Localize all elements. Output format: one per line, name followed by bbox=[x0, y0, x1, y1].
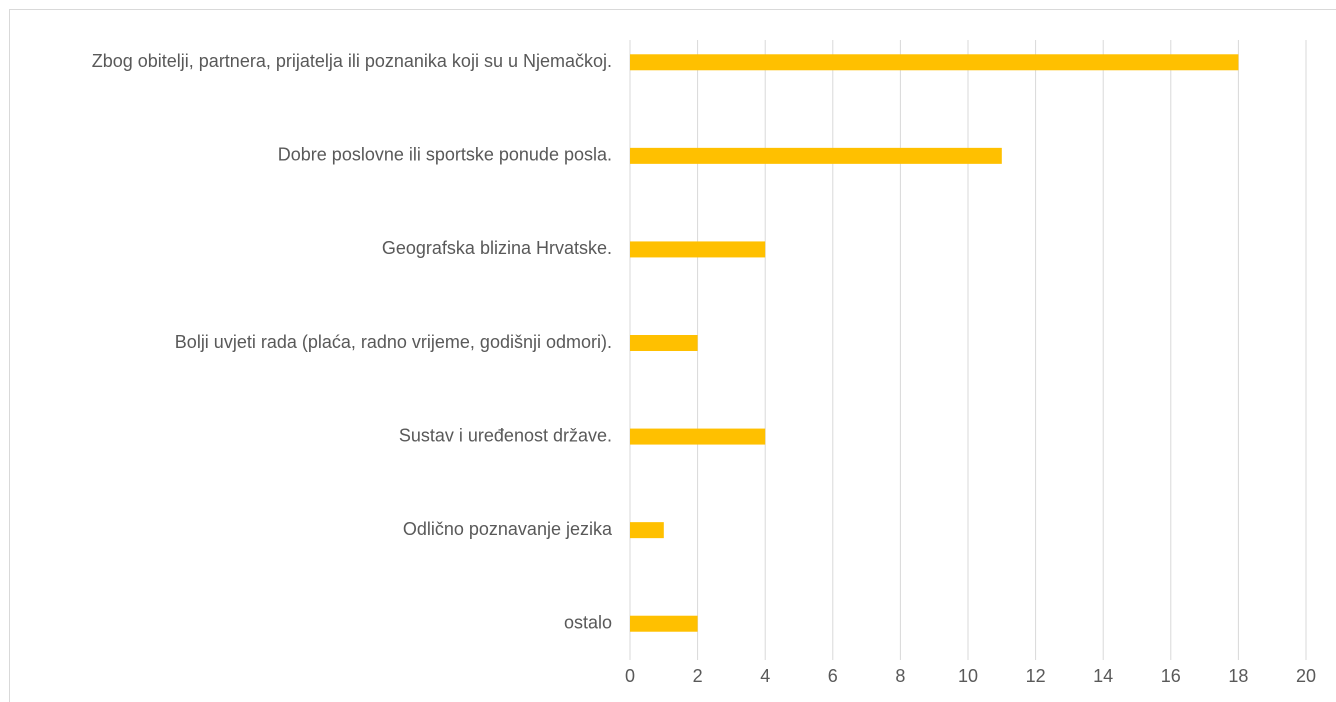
y-tick-label: Dobre poslovne ili sportske ponude posla… bbox=[278, 145, 612, 165]
y-tick-label: Zbog obitelji, partnera, prijatelja ili … bbox=[92, 51, 612, 71]
x-tick-label: 0 bbox=[625, 666, 635, 686]
x-tick-label: 16 bbox=[1161, 666, 1181, 686]
x-tick-label: 20 bbox=[1296, 666, 1316, 686]
chart-border bbox=[9, 9, 1336, 702]
bar bbox=[630, 147, 1002, 164]
x-tick-label: 8 bbox=[895, 666, 905, 686]
bar bbox=[630, 335, 698, 351]
x-tick-label: 4 bbox=[760, 666, 770, 686]
x-tick-label: 14 bbox=[1093, 666, 1113, 686]
x-tick-label: 18 bbox=[1228, 666, 1248, 686]
bar bbox=[630, 428, 766, 445]
y-tick-label: Sustav i uređenost države. bbox=[399, 425, 612, 445]
x-tick-label: 12 bbox=[1026, 666, 1046, 686]
x-tick-label: 10 bbox=[958, 666, 978, 686]
y-tick-label: Bolji uvjeti rada (plaća, radno vrijeme,… bbox=[175, 332, 612, 352]
bar bbox=[630, 615, 698, 632]
x-tick-label: 2 bbox=[693, 666, 703, 686]
bar bbox=[630, 54, 1239, 71]
x-tick-label: 6 bbox=[828, 666, 838, 686]
y-tick-label: ostalo bbox=[564, 612, 612, 632]
bar bbox=[630, 241, 766, 258]
y-tick-label: Geografska blizina Hrvatske. bbox=[382, 238, 612, 258]
bar bbox=[630, 522, 664, 539]
y-tick-label: Odlično poznavanje jezika bbox=[403, 519, 613, 539]
